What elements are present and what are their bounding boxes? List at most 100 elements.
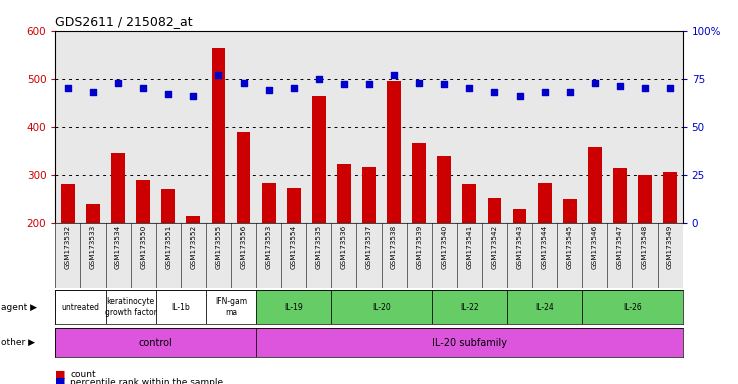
Point bbox=[639, 85, 651, 91]
Text: GSM173533: GSM173533 bbox=[90, 225, 96, 269]
Text: GSM173542: GSM173542 bbox=[492, 225, 497, 269]
Bar bbox=[312, 96, 325, 223]
Bar bbox=[206, 290, 256, 324]
Text: GSM173536: GSM173536 bbox=[341, 225, 347, 269]
Bar bbox=[162, 189, 175, 223]
Point bbox=[238, 79, 249, 86]
Text: IL-20: IL-20 bbox=[372, 303, 391, 312]
Text: IL-24: IL-24 bbox=[535, 303, 554, 312]
Point bbox=[288, 85, 300, 91]
Point bbox=[388, 72, 400, 78]
Text: GSM173555: GSM173555 bbox=[215, 225, 221, 269]
Bar bbox=[337, 164, 351, 223]
Bar bbox=[212, 48, 225, 223]
Text: ■: ■ bbox=[55, 369, 66, 379]
Text: GSM173553: GSM173553 bbox=[266, 225, 272, 269]
Bar bbox=[55, 290, 106, 324]
Text: other ▶: other ▶ bbox=[1, 338, 35, 347]
Point bbox=[112, 79, 124, 86]
Bar bbox=[663, 172, 677, 223]
Text: IL-1b: IL-1b bbox=[171, 303, 190, 312]
Text: GSM173543: GSM173543 bbox=[517, 225, 523, 269]
Text: GSM173539: GSM173539 bbox=[416, 225, 422, 269]
Bar bbox=[513, 209, 526, 223]
Text: GSM173547: GSM173547 bbox=[617, 225, 623, 269]
Text: GSM173549: GSM173549 bbox=[667, 225, 673, 269]
Point bbox=[664, 85, 676, 91]
Text: keratinocyte
growth factor: keratinocyte growth factor bbox=[105, 298, 156, 317]
Point bbox=[87, 89, 99, 95]
Text: control: control bbox=[139, 338, 173, 348]
Point bbox=[313, 76, 325, 82]
Bar bbox=[187, 217, 200, 223]
Bar bbox=[55, 328, 256, 357]
Text: GSM173540: GSM173540 bbox=[441, 225, 447, 269]
Point bbox=[62, 85, 74, 91]
Text: GSM173535: GSM173535 bbox=[316, 225, 322, 269]
Bar bbox=[563, 199, 576, 223]
Text: GSM173534: GSM173534 bbox=[115, 225, 121, 269]
Text: percentile rank within the sample: percentile rank within the sample bbox=[70, 377, 223, 384]
Text: GSM173546: GSM173546 bbox=[592, 225, 598, 269]
Text: GSM173532: GSM173532 bbox=[65, 225, 71, 269]
Text: count: count bbox=[70, 370, 96, 379]
Point bbox=[514, 93, 525, 99]
Bar bbox=[438, 156, 451, 223]
Text: GSM173550: GSM173550 bbox=[140, 225, 146, 269]
Text: GSM173548: GSM173548 bbox=[642, 225, 648, 269]
Text: GSM173541: GSM173541 bbox=[466, 225, 472, 269]
Text: IL-19: IL-19 bbox=[284, 303, 303, 312]
Bar bbox=[507, 290, 582, 324]
Bar bbox=[538, 183, 551, 223]
Text: IL-22: IL-22 bbox=[460, 303, 479, 312]
Text: GSM173544: GSM173544 bbox=[542, 225, 548, 269]
Bar bbox=[582, 290, 683, 324]
Text: GSM173538: GSM173538 bbox=[391, 225, 397, 269]
Point bbox=[539, 89, 551, 95]
Bar bbox=[463, 184, 476, 223]
Text: IFN-gam
ma: IFN-gam ma bbox=[215, 298, 247, 317]
Point bbox=[489, 89, 500, 95]
Bar bbox=[156, 290, 206, 324]
Bar bbox=[86, 204, 100, 223]
Bar bbox=[111, 153, 125, 223]
Point bbox=[614, 83, 626, 89]
Bar bbox=[287, 188, 300, 223]
Point bbox=[413, 79, 425, 86]
Bar bbox=[387, 81, 401, 223]
Bar bbox=[413, 142, 426, 223]
Text: GDS2611 / 215082_at: GDS2611 / 215082_at bbox=[55, 15, 193, 28]
Text: GSM173554: GSM173554 bbox=[291, 225, 297, 269]
Text: GSM173556: GSM173556 bbox=[241, 225, 246, 269]
Bar bbox=[256, 290, 331, 324]
Point bbox=[213, 72, 224, 78]
Text: GSM173552: GSM173552 bbox=[190, 225, 196, 269]
Bar bbox=[106, 290, 156, 324]
Bar bbox=[613, 168, 627, 223]
Point bbox=[338, 81, 350, 88]
Text: agent ▶: agent ▶ bbox=[1, 303, 38, 312]
Bar bbox=[488, 198, 501, 223]
Text: GSM173537: GSM173537 bbox=[366, 225, 372, 269]
Bar bbox=[137, 180, 150, 223]
Point bbox=[187, 93, 199, 99]
Bar bbox=[362, 167, 376, 223]
Point bbox=[263, 87, 275, 93]
Text: GSM173551: GSM173551 bbox=[165, 225, 171, 269]
Bar bbox=[256, 328, 683, 357]
Bar bbox=[638, 175, 652, 223]
Text: IL-20 subfamily: IL-20 subfamily bbox=[432, 338, 507, 348]
Bar bbox=[588, 147, 601, 223]
Text: GSM173545: GSM173545 bbox=[567, 225, 573, 269]
Bar bbox=[237, 132, 250, 223]
Bar bbox=[262, 183, 275, 223]
Point bbox=[438, 81, 450, 88]
Text: untreated: untreated bbox=[61, 303, 100, 312]
Point bbox=[137, 85, 149, 91]
Point bbox=[363, 81, 375, 88]
Bar bbox=[432, 290, 507, 324]
Text: ■: ■ bbox=[55, 377, 66, 384]
Bar bbox=[61, 184, 75, 223]
Point bbox=[564, 89, 576, 95]
Point bbox=[463, 85, 475, 91]
